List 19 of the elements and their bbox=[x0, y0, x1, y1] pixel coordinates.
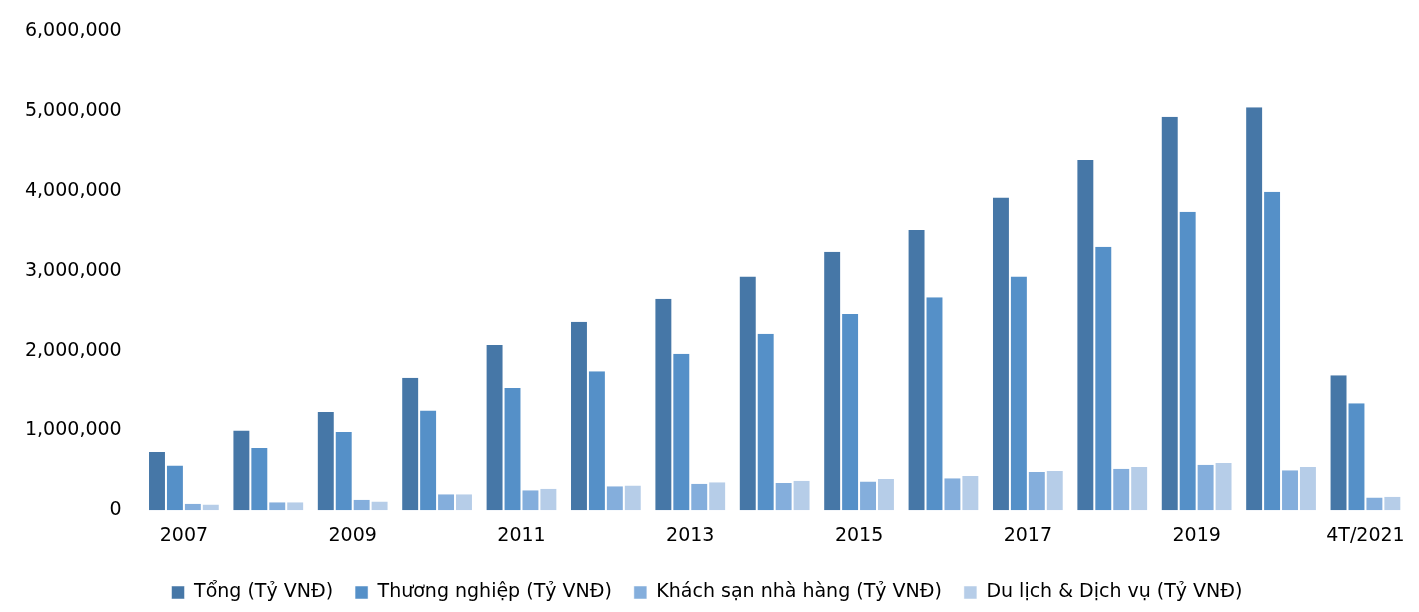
y-tick-label: 0 bbox=[109, 497, 122, 520]
legend-label: Du lịch & Dịch vụ (Tỷ VNĐ) bbox=[986, 579, 1243, 602]
y-tick-label: 4,000,000 bbox=[24, 177, 122, 200]
y-tick-label: 6,000,000 bbox=[24, 18, 122, 41]
y-tick-label: 2,000,000 bbox=[24, 337, 122, 360]
x-tick-label: 4T/2021 bbox=[1326, 522, 1405, 545]
x-tick-label: 2019 bbox=[1172, 522, 1221, 545]
legend-label: Tổng (Tỷ VNĐ) bbox=[193, 579, 334, 602]
legend-label: Khách sạn nhà hàng (Tỷ VNĐ) bbox=[656, 579, 942, 602]
y-tick-label: 1,000,000 bbox=[24, 417, 122, 440]
x-tick-label: 2017 bbox=[1003, 522, 1053, 545]
legend-label: Thương nghiệp (Tỷ VNĐ) bbox=[376, 579, 612, 602]
x-tick-label: 2013 bbox=[666, 522, 715, 545]
x-tick-label: 2015 bbox=[834, 522, 884, 545]
y-tick-label: 3,000,000 bbox=[24, 257, 122, 280]
x-tick-label: 2009 bbox=[328, 522, 377, 545]
x-tick-label: 2007 bbox=[159, 522, 209, 545]
x-tick-label: 2011 bbox=[497, 522, 546, 545]
y-tick-label: 5,000,000 bbox=[24, 98, 122, 121]
